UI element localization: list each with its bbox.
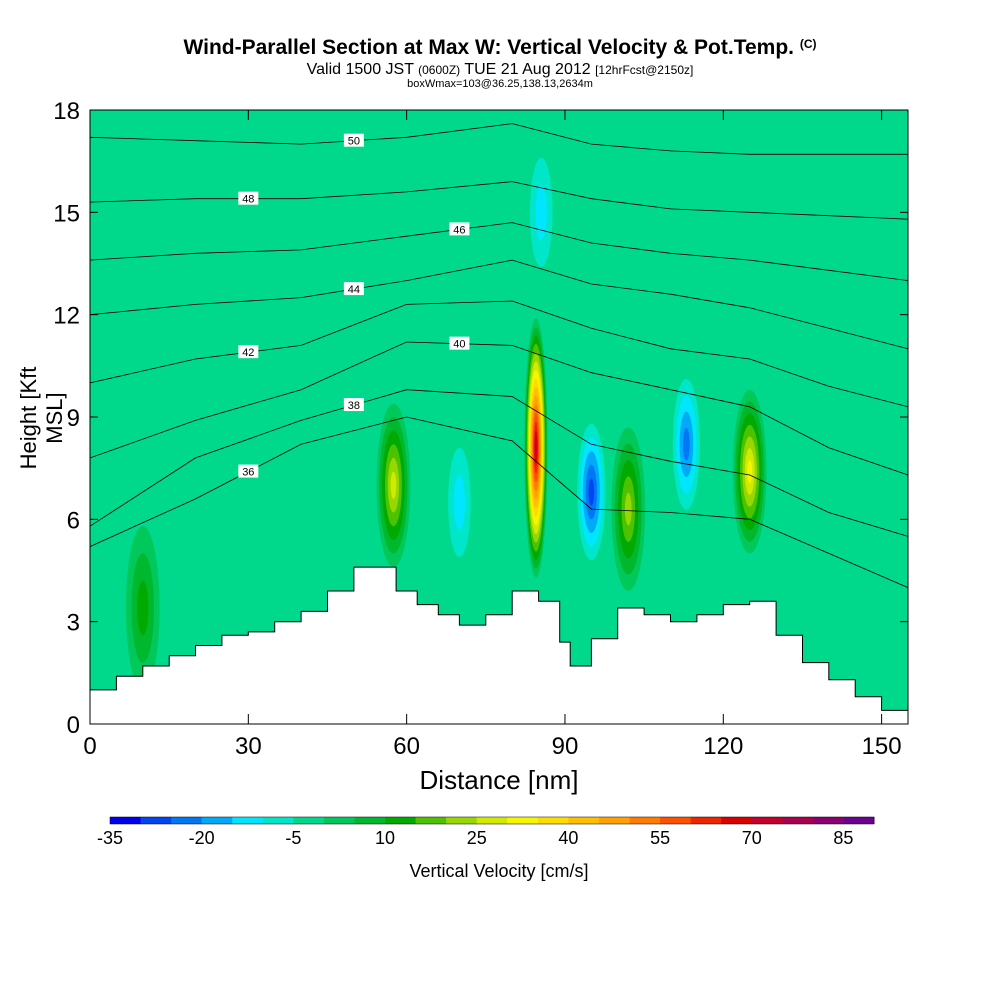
colorbar-swatch <box>232 817 264 824</box>
y-tick-label: 0 <box>67 712 80 739</box>
velocity-feature <box>442 420 477 585</box>
isentrope-label-text: 40 <box>453 339 465 351</box>
velocity-feature <box>524 130 559 295</box>
isentrope-line <box>90 259 908 350</box>
isentrope-label: 42 <box>238 345 259 359</box>
isentrope-line <box>90 222 908 281</box>
velocity-band <box>535 185 547 240</box>
isentrope-label: 40 <box>449 336 470 351</box>
chart-subtitle: Valid 1500 JST (0600Z) TUE 21 Aug 2012 [… <box>306 61 694 78</box>
velocity-band <box>747 459 753 484</box>
colorbar-swatch <box>201 817 233 824</box>
colorbar-swatch <box>293 817 325 824</box>
velocity-feature <box>611 427 646 591</box>
velocity-feature <box>376 403 411 568</box>
isentrope-label-text: 50 <box>348 136 360 148</box>
isentrope-label-text: 48 <box>242 194 254 206</box>
isentrope-label: 46 <box>449 222 470 236</box>
isentrope-label: 50 <box>343 133 364 148</box>
colorbar-swatch <box>721 817 753 824</box>
isentrope-label-text: 42 <box>242 347 254 359</box>
x-tick-label: 30 <box>235 733 262 760</box>
isentrope-line <box>90 123 908 155</box>
y-tick-label: 9 <box>67 405 80 432</box>
colorbar-swatch <box>751 817 783 824</box>
colorbar-title: Vertical Velocity [cm/s] <box>409 861 589 881</box>
colorbar-frame <box>109 816 875 825</box>
colorbar-swatch <box>140 817 172 824</box>
isentrope-label: 36 <box>238 464 259 479</box>
colorbar-swatch <box>446 817 478 824</box>
velocity-band <box>624 492 632 526</box>
y-tick-label: 15 <box>53 200 80 227</box>
colorbar-swatch <box>660 817 692 824</box>
colorbar-swatch <box>110 817 142 824</box>
colorbar-swatch <box>507 817 539 824</box>
colorbar: -35 -20 -5 10 25 40 55 70 85 <box>97 816 875 848</box>
velocity-band <box>535 439 537 457</box>
colorbar-swatch <box>171 817 203 824</box>
velocity-band <box>137 580 149 636</box>
colorbar-swatch <box>843 817 875 824</box>
x-tick-label: 60 <box>393 733 420 760</box>
isentrope-label: 38 <box>343 398 364 412</box>
x-tick-label: 0 <box>83 733 96 760</box>
colorbar-swatch <box>598 817 631 824</box>
box-info: boxWmax=103@36.25,138.13,2634m <box>407 78 593 90</box>
velocity-band <box>682 427 690 461</box>
isentrope-line <box>90 341 908 476</box>
velocity-feature <box>669 362 704 527</box>
isentrope-label-text: 38 <box>348 400 360 412</box>
colorbar-tick-label: 10 <box>375 828 395 848</box>
colorbar-swatch <box>568 817 600 824</box>
y-tick-label: 6 <box>67 507 80 534</box>
velocity-band <box>453 474 466 530</box>
colorbar-tick-label: 55 <box>650 828 670 848</box>
velocity-feature <box>574 410 609 574</box>
colorbar-tick-label: 85 <box>833 828 853 848</box>
colorbar-swatch <box>782 817 814 824</box>
velocity-feature <box>125 526 160 690</box>
isentrope-label-text: 36 <box>242 467 254 479</box>
y-tick-label: 3 <box>67 610 80 637</box>
isentrope-label-text: 44 <box>348 284 360 296</box>
colorbar-swatch <box>690 817 722 824</box>
isentrope-label: 48 <box>238 191 259 206</box>
colorbar-tick-label: -35 <box>97 828 123 848</box>
colorbar-swatch <box>385 817 417 824</box>
colorbar-swatch <box>415 817 447 824</box>
colorbar-swatch <box>537 817 569 824</box>
y-tick-label: 12 <box>53 303 80 330</box>
isentrope-line <box>90 389 908 537</box>
colorbar-tick-label: -5 <box>285 828 301 848</box>
x-tick-label: 90 <box>552 733 579 760</box>
velocity-band <box>588 478 595 506</box>
chart-title: Wind-Parallel Section at Max W: Vertical… <box>183 36 817 59</box>
colorbar-tick-label: -20 <box>189 828 215 848</box>
terrain-profile <box>89 566 909 725</box>
colorbar-swatch <box>476 817 508 824</box>
velocity-feature <box>732 389 767 554</box>
x-tick-label: 120 <box>703 733 743 760</box>
colorbar-swatch <box>323 817 355 824</box>
colorbar-swatch <box>262 817 294 824</box>
x-axis-title: Distance [nm] <box>419 765 579 795</box>
x-tick-label: 150 <box>862 733 902 760</box>
isentrope-label: 44 <box>343 282 364 296</box>
isentrope-label-text: 46 <box>453 224 465 236</box>
colorbar-tick-label: 40 <box>558 828 578 848</box>
colorbar-swatch <box>629 817 661 824</box>
velocity-band <box>390 471 397 499</box>
terrain <box>89 566 909 725</box>
colorbar-swatch <box>812 817 844 824</box>
y-tick-label: 18 <box>53 98 80 125</box>
colorbar-tick-label: 25 <box>467 828 487 848</box>
isentropes: 36 38 40 42 44 46 48 50 <box>90 123 908 588</box>
velocity-feature <box>524 318 548 578</box>
colorbar-tick-label: 70 <box>742 828 762 848</box>
colorbar-swatch <box>354 817 386 824</box>
